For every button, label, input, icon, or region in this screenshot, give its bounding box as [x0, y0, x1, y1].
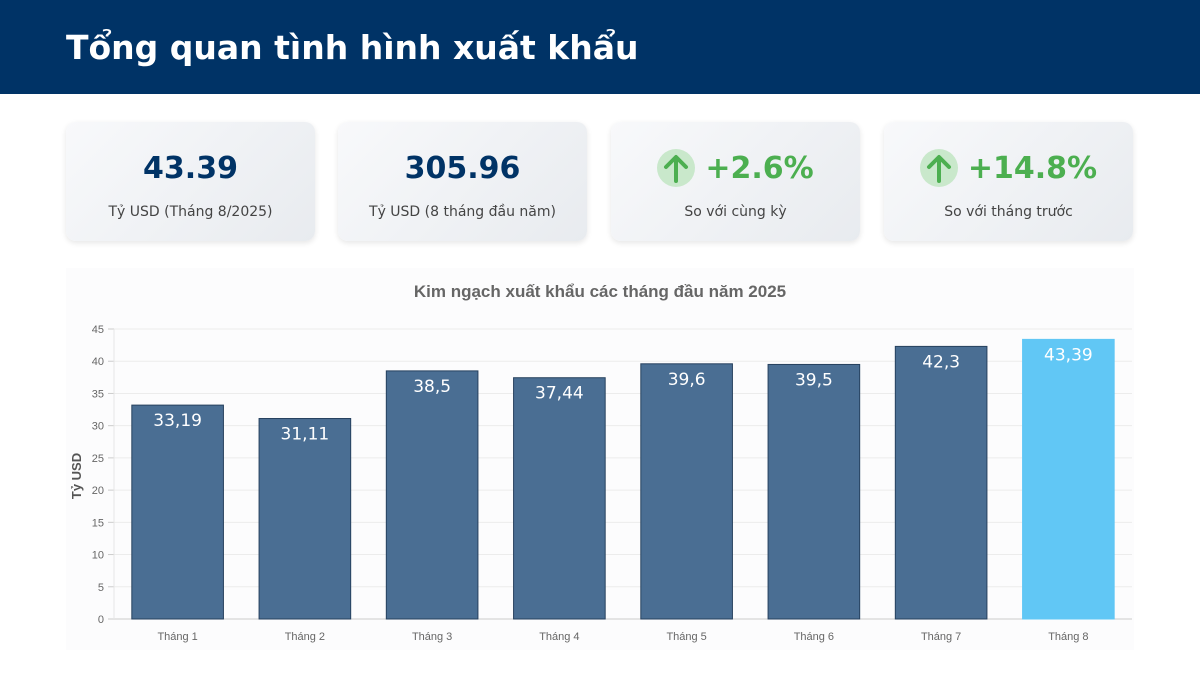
bar	[894, 345, 988, 620]
stat-label: Tỷ USD (Tháng 8/2025)	[108, 204, 273, 220]
bar	[258, 418, 352, 620]
y-tick-label: 40	[92, 356, 104, 368]
bar-value-label: 39,5	[795, 370, 833, 390]
stat-change-yoy: +2.6%	[611, 148, 860, 188]
x-tick-label: Tháng 7	[921, 631, 961, 643]
arrow-up-icon	[657, 149, 696, 187]
bar	[385, 370, 479, 620]
stat-value: 305.96	[404, 150, 521, 186]
y-tick-label: 0	[98, 614, 104, 626]
bar	[131, 404, 224, 620]
stat-label: Tỷ USD (8 tháng đầu năm)	[369, 204, 556, 220]
bar-value-label: 37,44	[535, 384, 584, 404]
bar-value-label: 33,19	[153, 411, 202, 431]
stat-card-ytd: 305.96 Tỷ USD (8 tháng đầu năm)	[338, 122, 587, 241]
y-tick-label: 5	[98, 582, 104, 594]
stat-label: So với cùng kỳ	[684, 204, 787, 220]
y-tick-label: 15	[92, 517, 104, 529]
stat-card-month: 43.39 Tỷ USD (Tháng 8/2025)	[66, 122, 315, 241]
bar-value-label: 39,6	[668, 370, 706, 390]
y-tick-label: 45	[92, 324, 104, 336]
x-tick-label: Tháng 3	[412, 631, 452, 643]
y-tick-label: 30	[92, 421, 104, 433]
header-bar: Tổng quan tình hình xuất khẩu	[0, 0, 1200, 94]
bar	[513, 377, 606, 620]
bar-value-label: 43,39	[1044, 345, 1093, 365]
stat-value: +2.6%	[705, 150, 814, 186]
y-tick-label: 20	[92, 485, 104, 497]
stat-card-mom: +14.8% So với tháng trước	[884, 122, 1133, 241]
y-tick-label: 10	[92, 550, 104, 562]
bar-value-label: 42,3	[922, 352, 960, 372]
arrow-up-icon	[919, 149, 958, 187]
x-tick-label: Tháng 2	[285, 631, 325, 643]
y-tick-label: 25	[92, 453, 104, 465]
page-title: Tổng quan tình hình xuất khẩu	[66, 28, 639, 67]
bar	[767, 363, 861, 620]
chart-title: Kim ngạch xuất khẩu các tháng đầu năm 20…	[414, 282, 786, 301]
x-tick-label: Tháng 5	[666, 631, 706, 643]
bar	[640, 363, 733, 620]
stat-card-yoy: +2.6% So với cùng kỳ	[611, 122, 860, 241]
stat-label: So với tháng trước	[944, 204, 1073, 220]
stat-change-mom: +14.8%	[884, 148, 1133, 188]
stat-value: +14.8%	[967, 150, 1098, 186]
x-tick-label: Tháng 1	[157, 631, 197, 643]
bar-value-label: 31,11	[281, 425, 330, 445]
x-tick-label: Tháng 4	[539, 631, 579, 643]
x-tick-label: Tháng 6	[794, 631, 834, 643]
x-tick-label: Tháng 8	[1048, 631, 1088, 643]
export-bar-chart: Kim ngạch xuất khẩu các tháng đầu năm 20…	[69, 282, 1132, 643]
chart-container: Kim ngạch xuất khẩu các tháng đầu năm 20…	[66, 268, 1134, 650]
y-axis-label: Tỷ USD	[69, 453, 84, 499]
bar-value-label: 38,5	[413, 377, 451, 397]
bar	[1022, 338, 1115, 620]
y-tick-label: 35	[92, 388, 104, 400]
stat-value: 43.39	[143, 150, 238, 186]
